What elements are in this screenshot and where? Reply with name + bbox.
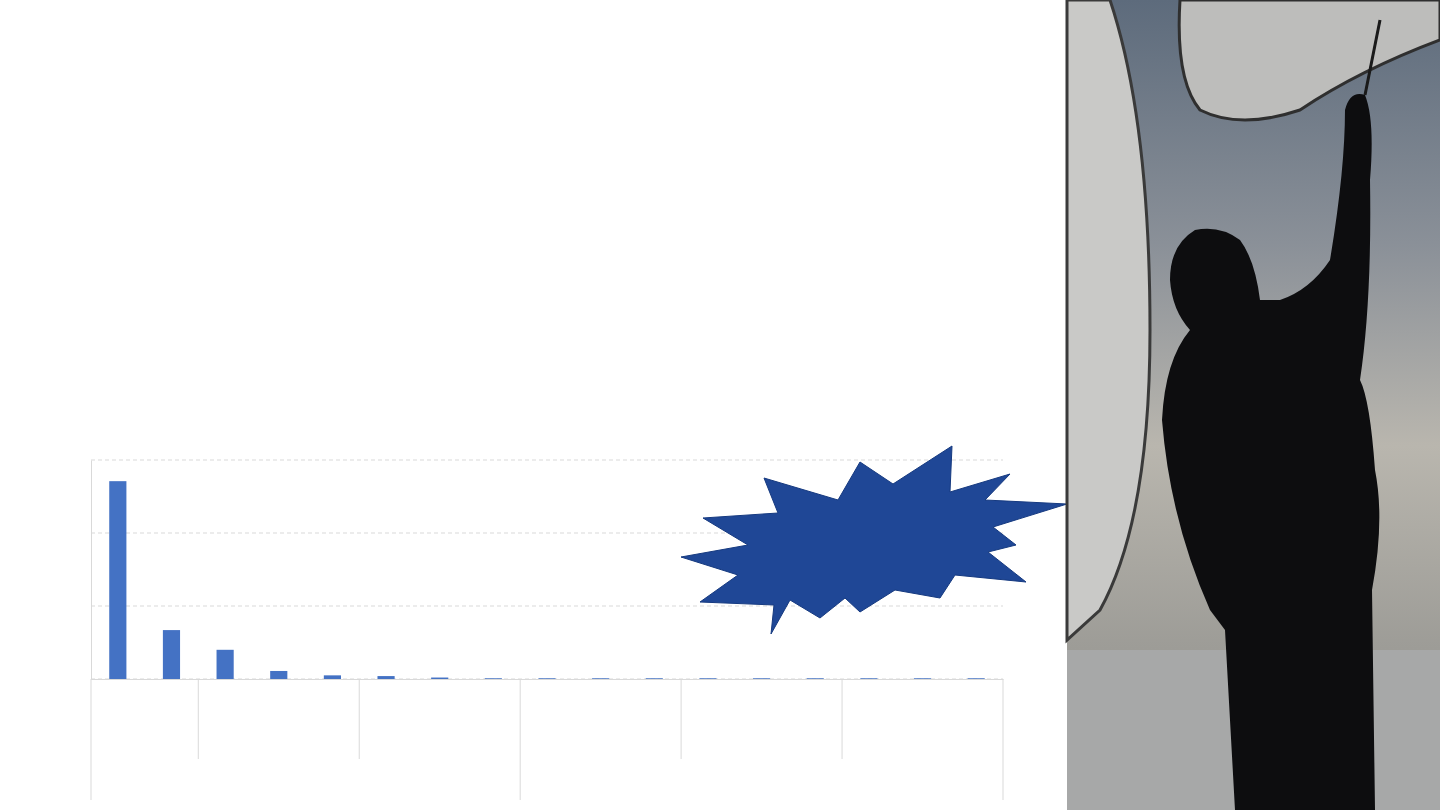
bar [592,678,609,679]
separator [91,679,92,800]
bar [109,481,126,679]
y-axis-line [91,461,92,680]
bar [968,678,985,679]
x-axis [92,679,1004,681]
bar [753,678,770,679]
bar [538,678,555,679]
photo-bg [1067,0,1440,810]
separator [842,679,843,759]
grid-line [91,460,1003,461]
bar [485,678,502,679]
engine [1179,0,1440,120]
bar [217,650,234,679]
chart [0,0,1440,810]
bar [324,675,341,679]
bar [646,678,663,679]
separator [681,679,682,759]
bar [860,678,877,679]
photo [1067,0,1440,810]
category-separators [91,679,1003,800]
x-axis-line [92,679,1004,680]
y-axis [91,461,93,680]
bar [914,678,931,679]
bar [270,671,287,679]
starburst [681,446,1067,634]
separator [198,679,199,759]
bar [163,630,180,679]
separator [1003,679,1004,800]
bar [431,678,448,679]
bar [699,678,716,679]
bar [807,678,824,679]
bar [377,676,394,679]
person-silhouette [1162,94,1379,810]
separator [359,679,360,759]
separator [520,679,521,800]
tool [1365,20,1380,95]
fuselage [1067,0,1150,640]
